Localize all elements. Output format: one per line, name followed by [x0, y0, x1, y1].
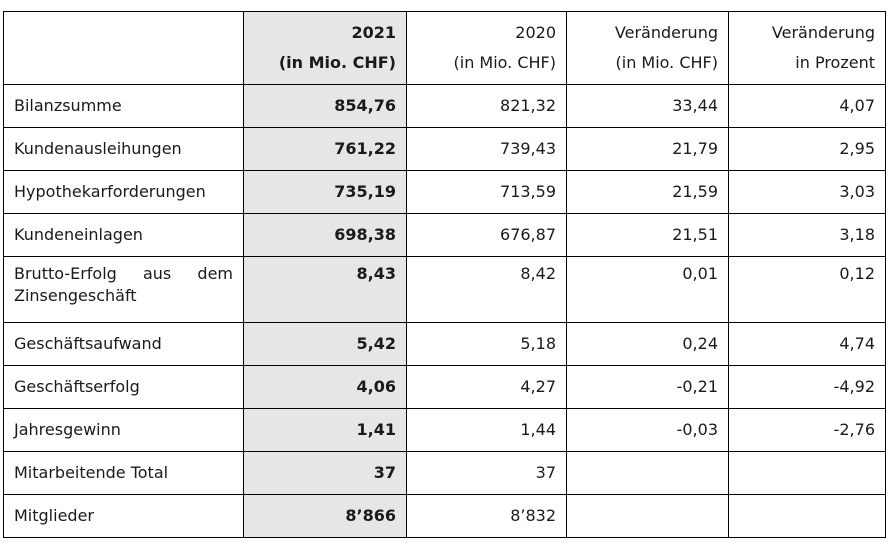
value-change-percent: [728, 451, 886, 495]
value-change: 21,51: [566, 213, 729, 257]
value-2020: 8,42: [406, 256, 567, 323]
value-2020: 676,87: [406, 213, 567, 257]
header-change-title: Veränderung: [614, 23, 718, 42]
header-2020: 2020 (in Mio. CHF): [406, 11, 567, 85]
value-2021: 761,22: [243, 127, 407, 171]
row-label: Kundenausleihungen: [3, 127, 244, 171]
value-change-percent: 3,18: [728, 213, 886, 257]
table-row: Jahresgewinn 1,41 1,44 -0,03 -2,76: [3, 408, 886, 452]
row-label: Brutto-Erfolg aus dem Zinsengeschäft: [3, 256, 244, 323]
value-2021: 4,06: [243, 365, 407, 409]
value-change: 33,44: [566, 84, 729, 128]
value-2021: 5,42: [243, 322, 407, 366]
row-label: Mitarbeitende Total: [3, 451, 244, 495]
value-2021: 698,38: [243, 213, 407, 257]
value-2021: 37: [243, 451, 407, 495]
header-empty-cell: [3, 11, 244, 85]
row-label: Mitglieder: [3, 494, 244, 538]
value-change-percent: [728, 494, 886, 538]
header-change: Veränderung (in Mio. CHF): [566, 11, 729, 85]
value-2020: 4,27: [406, 365, 567, 409]
value-change: [566, 494, 729, 538]
value-2020: 821,32: [406, 84, 567, 128]
value-2021: 8’866: [243, 494, 407, 538]
value-2020: 713,59: [406, 170, 567, 214]
value-change-percent: 4,74: [728, 322, 886, 366]
row-label: Jahresgewinn: [3, 408, 244, 452]
header-row: 2021 (in Mio. CHF) 2020 (in Mio. CHF) Ve…: [3, 11, 886, 85]
value-2020: 37: [406, 451, 567, 495]
table-row: Brutto-Erfolg aus dem Zinsengeschäft 8,4…: [3, 256, 886, 323]
header-2021-unit: (in Mio. CHF): [278, 53, 396, 72]
value-2021: 854,76: [243, 84, 407, 128]
value-2021: 8,43: [243, 256, 407, 323]
row-label: Hypothekarforderungen: [3, 170, 244, 214]
header-2020-year: 2020: [515, 23, 556, 42]
value-change-percent: -2,76: [728, 408, 886, 452]
value-change-percent: 3,03: [728, 170, 886, 214]
header-2021-year: 2021: [351, 23, 396, 42]
table-row: Kundenausleihungen 761,22 739,43 21,79 2…: [3, 127, 886, 171]
header-change-percent: Veränderung in Prozent: [728, 11, 886, 85]
value-change: 0,01: [566, 256, 729, 323]
row-label: Geschäftsaufwand: [3, 322, 244, 366]
table-row: Geschäftserfolg 4,06 4,27 -0,21 -4,92: [3, 365, 886, 409]
row-label: Bilanzsumme: [3, 84, 244, 128]
value-2020: 8’832: [406, 494, 567, 538]
value-change: -0,21: [566, 365, 729, 409]
value-change-percent: 4,07: [728, 84, 886, 128]
header-change-unit: (in Mio. CHF): [615, 53, 719, 72]
table-row: Mitarbeitende Total 37 37: [3, 451, 886, 495]
row-label: Geschäftserfolg: [3, 365, 244, 409]
value-2020: 739,43: [406, 127, 567, 171]
value-2020: 5,18: [406, 322, 567, 366]
value-2021: 735,19: [243, 170, 407, 214]
value-change: -0,03: [566, 408, 729, 452]
header-percent-unit: in Prozent: [795, 53, 875, 72]
value-change-percent: -4,92: [728, 365, 886, 409]
header-2021: 2021 (in Mio. CHF): [243, 11, 407, 85]
value-change: [566, 451, 729, 495]
table-row: Geschäftsaufwand 5,42 5,18 0,24 4,74: [3, 322, 886, 366]
header-2020-unit: (in Mio. CHF): [453, 53, 557, 72]
table-row: Mitglieder 8’866 8’832: [3, 494, 886, 538]
header-percent-title: Veränderung: [771, 23, 875, 42]
table-row: Bilanzsumme 854,76 821,32 33,44 4,07: [3, 84, 886, 128]
value-change-percent: 0,12: [728, 256, 886, 323]
table-row: Kundeneinlagen 698,38 676,87 21,51 3,18: [3, 213, 886, 257]
value-change: 21,59: [566, 170, 729, 214]
value-change: 0,24: [566, 322, 729, 366]
table-row: Hypothekarforderungen 735,19 713,59 21,5…: [3, 170, 886, 214]
value-2020: 1,44: [406, 408, 567, 452]
value-change: 21,79: [566, 127, 729, 171]
row-label: Kundeneinlagen: [3, 213, 244, 257]
value-change-percent: 2,95: [728, 127, 886, 171]
value-2021: 1,41: [243, 408, 407, 452]
financial-table: 2021 (in Mio. CHF) 2020 (in Mio. CHF) Ve…: [3, 11, 886, 538]
